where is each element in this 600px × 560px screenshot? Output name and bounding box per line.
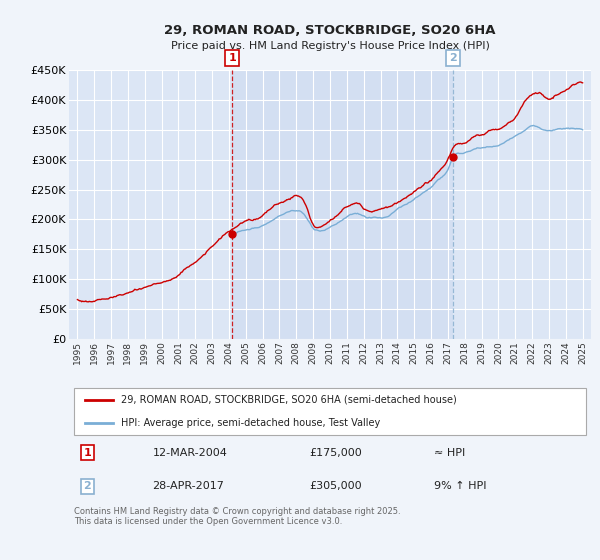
Text: 2023: 2023 bbox=[544, 342, 553, 364]
Text: ≈ HPI: ≈ HPI bbox=[434, 448, 466, 458]
Text: 2000: 2000 bbox=[157, 342, 166, 364]
FancyBboxPatch shape bbox=[74, 388, 586, 435]
Text: 2007: 2007 bbox=[275, 342, 284, 364]
Text: 2016: 2016 bbox=[427, 342, 436, 364]
Text: Price paid vs. HM Land Registry's House Price Index (HPI): Price paid vs. HM Land Registry's House … bbox=[170, 41, 490, 52]
Text: 2008: 2008 bbox=[292, 342, 301, 364]
Text: 2015: 2015 bbox=[410, 342, 419, 364]
Text: 2020: 2020 bbox=[494, 342, 503, 364]
Text: 1995: 1995 bbox=[73, 342, 82, 365]
Text: 2013: 2013 bbox=[376, 342, 385, 364]
Text: 2012: 2012 bbox=[359, 342, 368, 364]
Text: 12-MAR-2004: 12-MAR-2004 bbox=[152, 448, 227, 458]
Text: 2018: 2018 bbox=[460, 342, 469, 364]
Text: 2006: 2006 bbox=[258, 342, 267, 364]
Text: 2004: 2004 bbox=[224, 342, 233, 364]
Text: 1999: 1999 bbox=[140, 342, 149, 365]
Text: £175,000: £175,000 bbox=[309, 448, 362, 458]
Text: 1: 1 bbox=[83, 448, 91, 458]
Text: 2010: 2010 bbox=[325, 342, 335, 364]
Text: 2024: 2024 bbox=[561, 342, 570, 364]
Text: 2: 2 bbox=[449, 53, 457, 63]
Text: 1: 1 bbox=[228, 53, 236, 63]
Text: 2005: 2005 bbox=[241, 342, 250, 364]
Text: 2021: 2021 bbox=[511, 342, 520, 364]
Bar bbox=[232, 70, 453, 339]
Text: 29, ROMAN ROAD, STOCKBRIDGE, SO20 6HA: 29, ROMAN ROAD, STOCKBRIDGE, SO20 6HA bbox=[164, 24, 496, 38]
Text: 2022: 2022 bbox=[527, 342, 536, 364]
Text: 2011: 2011 bbox=[343, 342, 352, 364]
Text: 28-APR-2017: 28-APR-2017 bbox=[152, 482, 224, 492]
Text: 2009: 2009 bbox=[308, 342, 317, 364]
Text: 1996: 1996 bbox=[90, 342, 99, 365]
Text: 2017: 2017 bbox=[443, 342, 452, 364]
Text: 1998: 1998 bbox=[124, 342, 133, 365]
Text: Contains HM Land Registry data © Crown copyright and database right 2025.
This d: Contains HM Land Registry data © Crown c… bbox=[74, 507, 401, 526]
Text: 2014: 2014 bbox=[393, 342, 402, 364]
Text: 2025: 2025 bbox=[578, 342, 587, 364]
Text: 9% ↑ HPI: 9% ↑ HPI bbox=[434, 482, 487, 492]
Text: 29, ROMAN ROAD, STOCKBRIDGE, SO20 6HA (semi-detached house): 29, ROMAN ROAD, STOCKBRIDGE, SO20 6HA (s… bbox=[121, 395, 457, 404]
Text: 2019: 2019 bbox=[477, 342, 486, 364]
Text: 2002: 2002 bbox=[191, 342, 200, 364]
Text: 1997: 1997 bbox=[107, 342, 116, 365]
Text: 2001: 2001 bbox=[174, 342, 183, 364]
Text: 2003: 2003 bbox=[208, 342, 217, 364]
Text: £305,000: £305,000 bbox=[309, 482, 362, 492]
Text: 2: 2 bbox=[83, 482, 91, 492]
Text: HPI: Average price, semi-detached house, Test Valley: HPI: Average price, semi-detached house,… bbox=[121, 418, 380, 428]
